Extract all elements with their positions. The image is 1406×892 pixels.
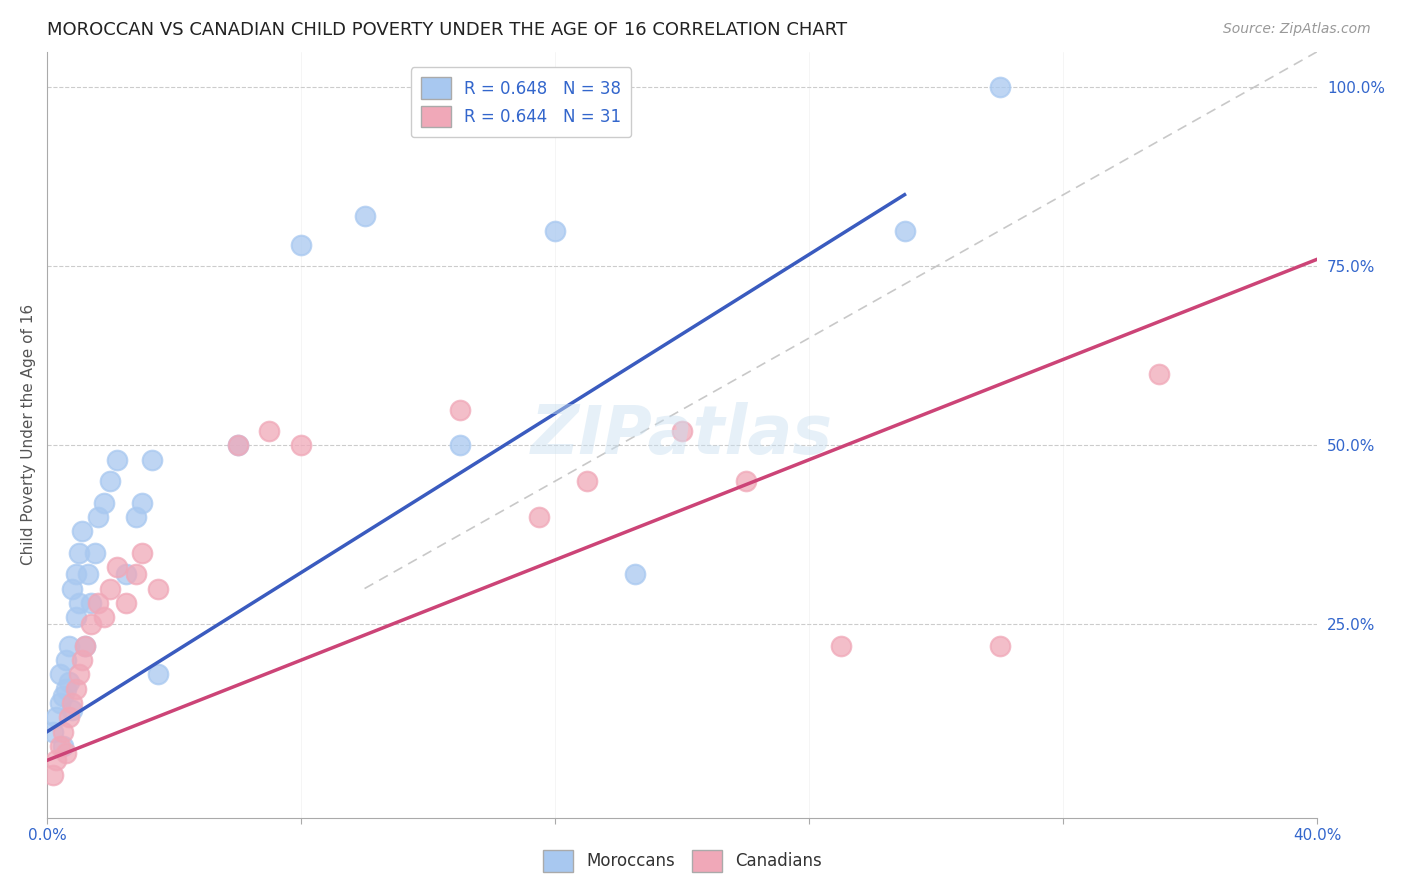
Point	[67, 667, 90, 681]
Point	[65, 610, 87, 624]
Text: Source: ZipAtlas.com: Source: ZipAtlas.com	[1223, 22, 1371, 37]
Point	[100, 474, 122, 488]
Point	[70, 524, 93, 539]
Point	[146, 667, 169, 681]
Point	[80, 617, 103, 632]
Point	[226, 438, 249, 452]
Point	[125, 510, 148, 524]
Point	[290, 237, 312, 252]
Point	[353, 209, 375, 223]
Point	[52, 739, 75, 753]
Y-axis label: Child Poverty Under the Age of 16: Child Poverty Under the Age of 16	[21, 304, 35, 566]
Point	[141, 452, 163, 467]
Point	[93, 495, 115, 509]
Point	[1147, 367, 1170, 381]
Point	[55, 681, 77, 696]
Legend: Moroccans, Canadians: Moroccans, Canadians	[536, 844, 828, 879]
Point	[58, 674, 80, 689]
Point	[115, 567, 138, 582]
Text: MOROCCAN VS CANADIAN CHILD POVERTY UNDER THE AGE OF 16 CORRELATION CHART: MOROCCAN VS CANADIAN CHILD POVERTY UNDER…	[46, 21, 846, 39]
Point	[52, 724, 75, 739]
Point	[83, 546, 105, 560]
Point	[73, 639, 96, 653]
Point	[65, 567, 87, 582]
Point	[988, 639, 1011, 653]
Point	[529, 510, 551, 524]
Point	[449, 438, 471, 452]
Point	[100, 582, 122, 596]
Point	[734, 474, 756, 488]
Point	[449, 402, 471, 417]
Point	[830, 639, 852, 653]
Point	[80, 596, 103, 610]
Point	[131, 495, 153, 509]
Point	[45, 753, 67, 767]
Point	[77, 567, 100, 582]
Point	[226, 438, 249, 452]
Point	[623, 567, 645, 582]
Point	[55, 653, 77, 667]
Point	[125, 567, 148, 582]
Point	[893, 223, 915, 237]
Point	[52, 689, 75, 703]
Point	[60, 696, 83, 710]
Point	[575, 474, 598, 488]
Point	[988, 80, 1011, 95]
Point	[65, 681, 87, 696]
Point	[115, 596, 138, 610]
Point	[70, 653, 93, 667]
Point	[60, 703, 83, 717]
Point	[93, 610, 115, 624]
Point	[55, 746, 77, 760]
Point	[60, 582, 83, 596]
Point	[290, 438, 312, 452]
Point	[87, 596, 110, 610]
Point	[58, 710, 80, 724]
Point	[48, 667, 70, 681]
Point	[42, 768, 65, 782]
Point	[48, 696, 70, 710]
Point	[105, 560, 128, 574]
Point	[45, 710, 67, 724]
Point	[105, 452, 128, 467]
Point	[146, 582, 169, 596]
Point	[131, 546, 153, 560]
Point	[73, 639, 96, 653]
Text: ZIPatlas: ZIPatlas	[531, 401, 834, 467]
Point	[67, 546, 90, 560]
Point	[42, 724, 65, 739]
Point	[67, 596, 90, 610]
Point	[58, 639, 80, 653]
Point	[671, 424, 693, 438]
Point	[48, 739, 70, 753]
Point	[259, 424, 281, 438]
Point	[87, 510, 110, 524]
Point	[544, 223, 567, 237]
